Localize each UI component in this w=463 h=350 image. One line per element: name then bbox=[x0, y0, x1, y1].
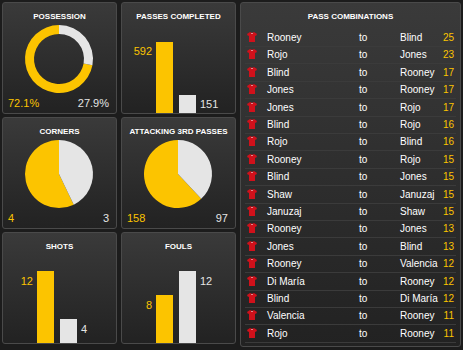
html-text:SHOTS: SHOTS bbox=[45, 242, 74, 251]
html-text:to: to bbox=[359, 310, 368, 322]
html-text:to: to bbox=[359, 171, 368, 183]
html-text:Di María: Di María bbox=[267, 275, 305, 287]
html-text:16: 16 bbox=[442, 136, 454, 148]
html-text:Rooney: Rooney bbox=[267, 32, 302, 43]
html-text:Rooney: Rooney bbox=[400, 84, 435, 96]
html-text:Rooney: Rooney bbox=[267, 258, 302, 270]
html-text:Rooney: Rooney bbox=[267, 223, 302, 235]
html-text:Di María: Di María bbox=[400, 293, 438, 304]
html-text:Januzaj: Januzaj bbox=[267, 206, 302, 217]
html-text:to: to bbox=[359, 101, 368, 113]
html-text:FOULS: FOULS bbox=[164, 242, 192, 251]
html-text:to: to bbox=[359, 293, 368, 304]
html-text:to: to bbox=[359, 136, 368, 148]
html-text:CORNERS: CORNERS bbox=[39, 127, 80, 136]
html-text:12: 12 bbox=[442, 275, 454, 287]
html-text:11: 11 bbox=[443, 327, 454, 339]
html-text:13: 13 bbox=[442, 240, 454, 252]
html-text:to: to bbox=[359, 327, 368, 339]
html-text:Jones: Jones bbox=[267, 101, 294, 113]
html-text:Rooney: Rooney bbox=[400, 310, 435, 322]
html-text:4: 4 bbox=[8, 212, 15, 224]
html-text:15: 15 bbox=[442, 153, 454, 165]
html-text:Shaw: Shaw bbox=[267, 188, 292, 200]
html-text:Rojo: Rojo bbox=[267, 49, 288, 61]
svg-text:4: 4 bbox=[81, 323, 87, 335]
html-text:15: 15 bbox=[442, 206, 454, 217]
html-text:27.9%: 27.9% bbox=[77, 97, 109, 109]
html-text:Rooney: Rooney bbox=[400, 327, 435, 339]
html-text:Blind: Blind bbox=[267, 66, 290, 78]
html-text:to: to bbox=[359, 188, 368, 200]
html-text:Jones: Jones bbox=[267, 240, 294, 252]
html-text:PASSES COMPLETED: PASSES COMPLETED bbox=[136, 12, 221, 21]
html-text:Valencia: Valencia bbox=[267, 310, 305, 322]
html-text:17: 17 bbox=[442, 84, 454, 96]
svg-text:12: 12 bbox=[200, 275, 212, 287]
html-text:Rooney: Rooney bbox=[400, 66, 435, 78]
html-text:72.1%: 72.1% bbox=[8, 97, 40, 109]
html-text:Rojo: Rojo bbox=[267, 327, 288, 339]
svg-text:8: 8 bbox=[146, 299, 152, 311]
html-text:PASS COMBINATIONS: PASS COMBINATIONS bbox=[307, 12, 394, 21]
html-text:Januzaj: Januzaj bbox=[400, 188, 435, 200]
html-text:POSSESSION: POSSESSION bbox=[33, 12, 86, 21]
svg-text:151: 151 bbox=[200, 98, 218, 110]
html-text:17: 17 bbox=[442, 101, 454, 113]
html-text:Rooney: Rooney bbox=[400, 275, 435, 287]
html-text:15: 15 bbox=[442, 171, 454, 183]
html-text:to: to bbox=[359, 32, 368, 43]
html-text:97: 97 bbox=[215, 212, 228, 224]
html-text:to: to bbox=[359, 119, 368, 130]
html-text:25: 25 bbox=[442, 32, 454, 43]
html-text:to: to bbox=[359, 66, 368, 78]
html-text:16: 16 bbox=[442, 119, 454, 130]
html-text:Jones: Jones bbox=[400, 223, 427, 235]
html-text:to: to bbox=[359, 153, 368, 165]
html-text:Blind: Blind bbox=[400, 136, 423, 148]
html-text:Blind: Blind bbox=[267, 171, 290, 183]
html-text:Blind: Blind bbox=[267, 119, 290, 130]
html-text:17: 17 bbox=[442, 66, 454, 78]
html-text:to: to bbox=[359, 275, 368, 287]
html-text:158: 158 bbox=[127, 212, 146, 224]
html-text:Jones: Jones bbox=[400, 171, 427, 183]
html-text:15: 15 bbox=[442, 188, 454, 200]
html-text:to: to bbox=[359, 258, 368, 270]
html-text:12: 12 bbox=[442, 293, 454, 304]
html-text:Blind: Blind bbox=[400, 240, 423, 252]
html-text:3: 3 bbox=[102, 212, 109, 224]
html-text:13: 13 bbox=[442, 223, 454, 235]
html-text:ATTACKING 3RD PASSES: ATTACKING 3RD PASSES bbox=[129, 127, 228, 136]
html-text:Rojo: Rojo bbox=[400, 101, 421, 113]
html-text:Valencia 12: Valencia 12 bbox=[400, 258, 454, 270]
html-text:11: 11 bbox=[443, 310, 454, 322]
html-text:to: to bbox=[359, 49, 368, 61]
html-text:to: to bbox=[359, 206, 368, 217]
html-text:Rojo: Rojo bbox=[267, 136, 288, 148]
html-text:Blind: Blind bbox=[400, 32, 423, 43]
html-text:Rooney: Rooney bbox=[267, 153, 302, 165]
html-text:Jones: Jones bbox=[267, 84, 294, 96]
html-text:Rojo: Rojo bbox=[400, 119, 421, 130]
html-text:to: to bbox=[359, 84, 368, 96]
html-text:Rojo: Rojo bbox=[400, 153, 421, 165]
html-text:Shaw: Shaw bbox=[400, 206, 425, 217]
html-text:to: to bbox=[359, 240, 368, 252]
html-text:to: to bbox=[359, 223, 368, 235]
svg-text:592: 592 bbox=[134, 45, 152, 57]
svg-text:12: 12 bbox=[21, 275, 33, 287]
html-text:Jones: Jones bbox=[400, 49, 427, 61]
html-text:23: 23 bbox=[442, 49, 454, 61]
html-text:Blind: Blind bbox=[267, 293, 290, 304]
